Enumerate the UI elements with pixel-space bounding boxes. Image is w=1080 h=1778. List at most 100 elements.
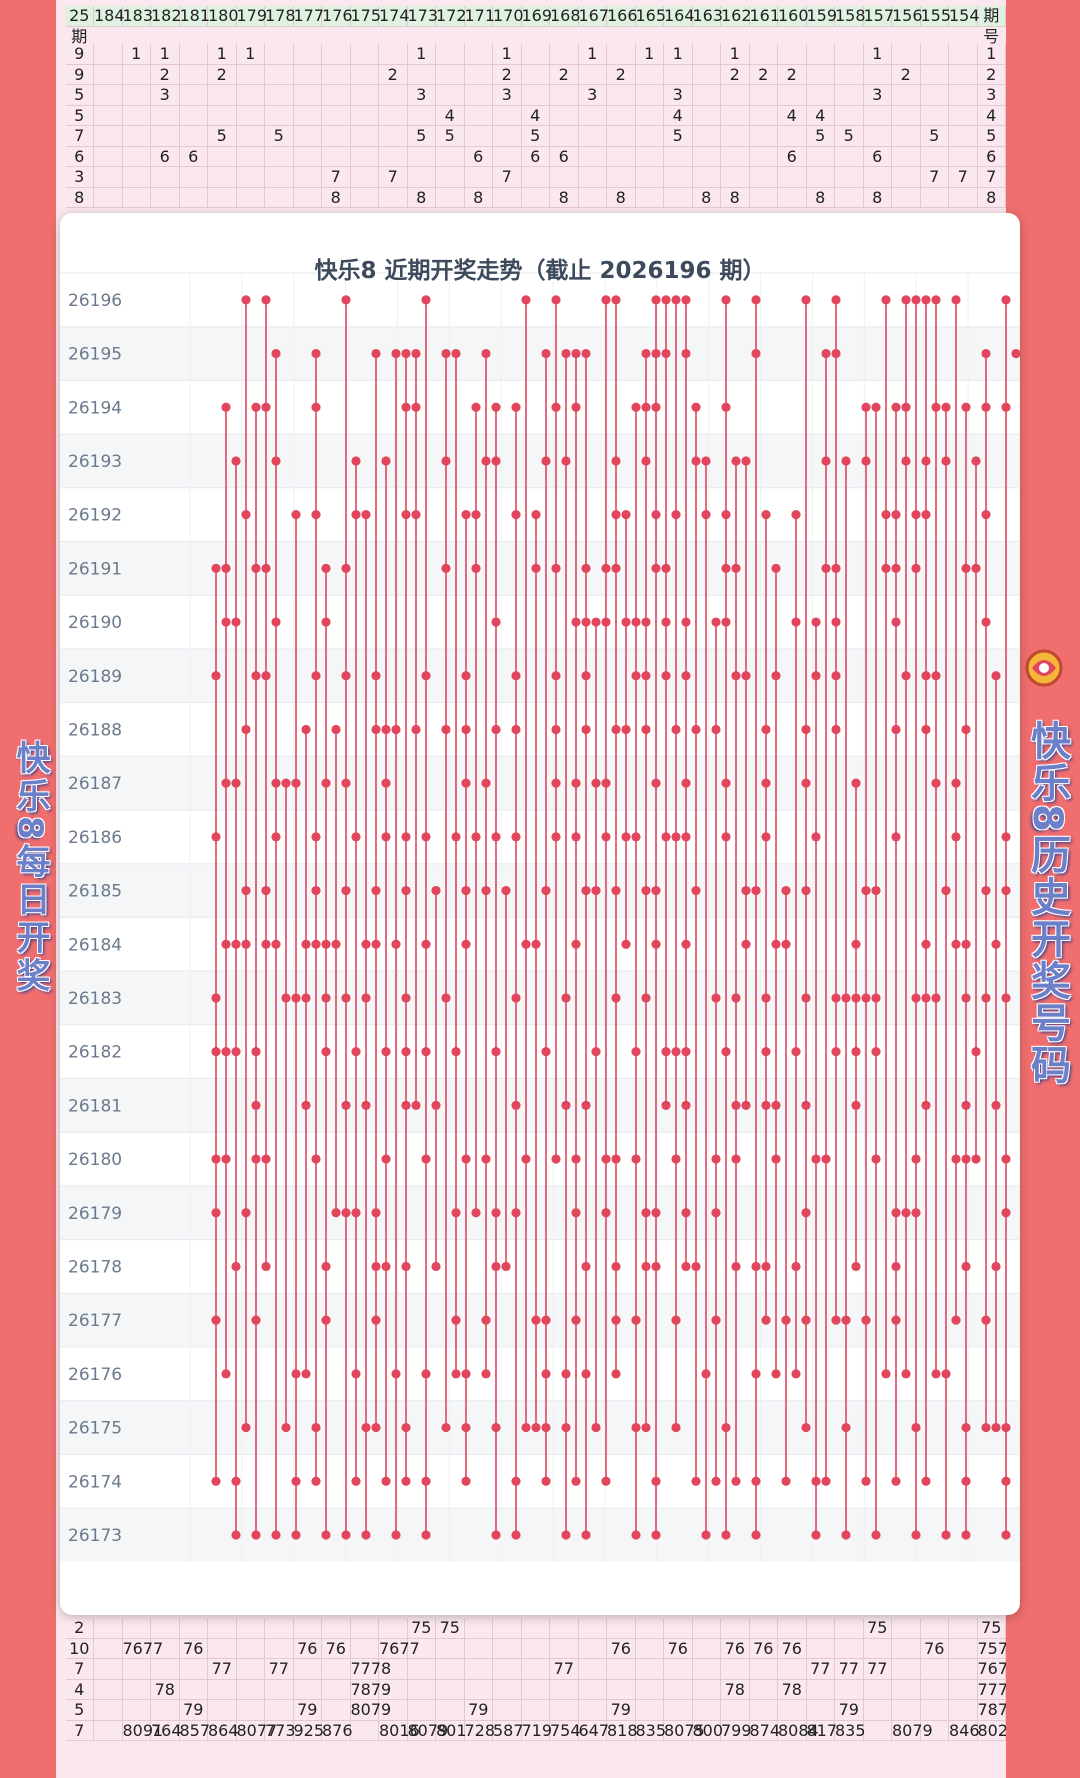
sheet-cell: 8 [692, 187, 721, 208]
sheet-cell: 2 [977, 64, 1006, 85]
draw-point [231, 778, 241, 788]
draw-point [261, 671, 271, 681]
draw-point [371, 724, 381, 735]
draw-point [451, 1315, 461, 1325]
draw-point [831, 295, 841, 305]
sheet-cell: 7 [65, 126, 94, 147]
draw-point [581, 885, 591, 896]
sheet-cell [749, 105, 778, 126]
draw-point [721, 402, 731, 412]
draw-point [311, 832, 321, 842]
sheet-cell: 78 [151, 1679, 180, 1700]
draw-point [391, 724, 401, 735]
draw-point [421, 1154, 431, 1164]
sheet-cell [436, 146, 465, 167]
draw-point [1001, 1208, 1011, 1218]
sheet-cell [806, 167, 835, 188]
draw-point [551, 1154, 561, 1164]
sheet-cell: 75 [977, 1618, 1006, 1639]
sheet-cell [436, 167, 465, 188]
issue-label: 26182 [68, 1043, 122, 1063]
sheet-cell [721, 1700, 750, 1721]
draw-point [541, 1476, 551, 1486]
draw-point [411, 1100, 421, 1110]
sheet-cell [550, 167, 579, 188]
draw-point [461, 510, 471, 520]
draw-point [681, 778, 691, 788]
sheet-cell: 7677 [122, 1638, 164, 1659]
sheet-cell: 76 [749, 1638, 778, 1659]
sheet-cell [322, 1679, 351, 1700]
draw-point [961, 402, 971, 412]
draw-point [401, 1261, 411, 1272]
sheet-cell: 5 [65, 1700, 94, 1721]
draw-point [741, 671, 751, 681]
draw-point [611, 563, 621, 573]
row-band [60, 595, 1020, 649]
draw-point [561, 1530, 571, 1540]
draw-point [591, 885, 601, 896]
draw-point [331, 724, 341, 735]
draw-point [881, 295, 891, 305]
draw-point [841, 456, 851, 466]
draw-point [861, 993, 871, 1003]
draw-point [481, 778, 491, 788]
sheet-cell [208, 85, 237, 106]
draw-point [791, 1261, 801, 1272]
issue-label: 26180 [68, 1150, 122, 1170]
draw-point [561, 993, 571, 1003]
draw-point [671, 832, 681, 842]
draw-point [231, 456, 241, 466]
draw-point [221, 563, 231, 573]
sheet-cell: 2 [208, 64, 237, 85]
sheet-cell: 1 [635, 44, 664, 65]
sheet-cell [920, 85, 949, 106]
draw-point [481, 1315, 491, 1325]
draw-point [731, 456, 741, 466]
sheet-cell [293, 1618, 322, 1639]
draw-point [491, 402, 501, 412]
draw-point [681, 1208, 691, 1218]
sheet-cell [208, 1700, 237, 1721]
issue-label: 26174 [68, 1472, 122, 1492]
sheet-cell: 7879 [350, 1679, 392, 1700]
draw-point [471, 832, 481, 842]
draw-point [401, 1047, 411, 1057]
sheet-cell [721, 1618, 750, 1639]
draw-point [851, 1261, 861, 1272]
draw-point [471, 563, 481, 573]
issue-label: 26175 [68, 1419, 122, 1439]
draw-point [911, 1154, 921, 1164]
sheet-cell [692, 1618, 721, 1639]
issue-label: 26191 [68, 559, 122, 579]
sheet-cell [179, 44, 208, 65]
sheet-cell: 6 [464, 146, 493, 167]
draw-point [311, 1154, 321, 1164]
draw-point [231, 617, 241, 627]
draw-point [491, 1530, 501, 1540]
sheet-cell [122, 187, 151, 208]
sheet-cell [949, 187, 978, 208]
sheet-cell [322, 64, 351, 85]
draw-point [511, 1208, 521, 1218]
draw-point [211, 1047, 221, 1057]
draw-point [811, 671, 821, 681]
sheet-cell [892, 1679, 921, 1700]
draw-point [661, 617, 671, 627]
draw-point [311, 939, 321, 949]
draw-point [751, 885, 761, 896]
draw-point [231, 939, 241, 949]
draw-point [401, 885, 411, 896]
sheet-cell: 7 [920, 167, 949, 188]
draw-point [961, 563, 971, 573]
sheet-cell: 8016 [379, 1720, 420, 1741]
draw-point [901, 1208, 911, 1218]
kl8-logo-icon [1025, 649, 1063, 687]
row-band [60, 702, 1020, 757]
draw-point [341, 1100, 351, 1110]
draw-point [751, 1369, 761, 1379]
sheet-cell [350, 105, 379, 126]
sheet-cell [151, 126, 180, 147]
sheet-cell [949, 1659, 978, 1680]
draw-point [591, 617, 601, 627]
